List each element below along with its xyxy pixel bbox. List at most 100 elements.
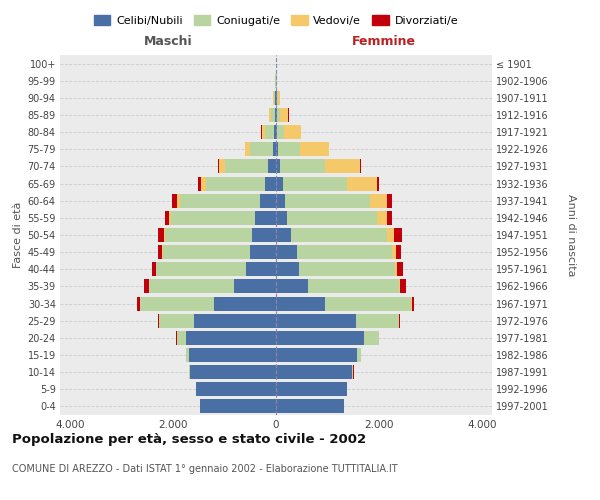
Bar — [137, 296, 140, 310]
Bar — [177, 331, 186, 345]
Bar — [196, 382, 276, 396]
Bar — [273, 91, 274, 105]
Bar — [296, 245, 392, 259]
Bar — [276, 142, 278, 156]
Bar — [386, 228, 394, 242]
Bar — [276, 228, 292, 242]
Text: Femmine: Femmine — [352, 35, 416, 48]
Legend: Celibi/Nubili, Coniugati/e, Vedovi/e, Divorziati/e: Celibi/Nubili, Coniugati/e, Vedovi/e, Di… — [89, 10, 463, 30]
Bar — [370, 194, 386, 207]
Bar — [144, 280, 149, 293]
Bar — [412, 296, 415, 310]
Bar — [268, 160, 276, 173]
Bar — [169, 211, 170, 225]
Bar — [364, 331, 379, 345]
Bar — [250, 142, 273, 156]
Bar — [299, 142, 329, 156]
Bar — [189, 365, 190, 379]
Bar — [276, 400, 344, 413]
Bar — [276, 108, 277, 122]
Bar — [164, 228, 165, 242]
Bar — [392, 245, 395, 259]
Bar — [265, 176, 276, 190]
Bar — [256, 211, 276, 225]
Bar — [188, 348, 276, 362]
Text: COMUNE DI AREZZO - Dati ISTAT 1° gennaio 2002 - Elaborazione TUTTITALIA.IT: COMUNE DI AREZZO - Dati ISTAT 1° gennaio… — [12, 464, 398, 474]
Bar — [194, 314, 276, 328]
Bar — [397, 262, 403, 276]
Bar — [276, 125, 277, 139]
Bar — [276, 245, 296, 259]
Bar — [292, 228, 386, 242]
Bar — [377, 176, 379, 190]
Bar — [278, 91, 280, 105]
Bar — [165, 228, 253, 242]
Bar — [200, 176, 206, 190]
Bar — [274, 125, 276, 139]
Bar — [186, 348, 188, 362]
Bar — [246, 262, 276, 276]
Text: Popolazione per età, sesso e stato civile - 2002: Popolazione per età, sesso e stato civil… — [12, 432, 366, 446]
Bar — [285, 194, 370, 207]
Bar — [262, 125, 265, 139]
Bar — [277, 91, 278, 105]
Bar — [180, 194, 260, 207]
Y-axis label: Fasce di età: Fasce di età — [13, 202, 23, 268]
Bar — [275, 91, 276, 105]
Bar — [276, 194, 285, 207]
Bar — [284, 125, 301, 139]
Bar — [206, 176, 265, 190]
Bar — [170, 211, 256, 225]
Bar — [325, 296, 411, 310]
Bar — [140, 296, 214, 310]
Bar — [152, 262, 156, 276]
Bar — [400, 280, 406, 293]
Bar — [280, 160, 325, 173]
Bar — [283, 176, 347, 190]
Bar — [387, 211, 392, 225]
Bar — [186, 331, 276, 345]
Bar — [276, 280, 308, 293]
Bar — [357, 348, 361, 362]
Bar — [274, 91, 275, 105]
Text: Maschi: Maschi — [143, 35, 193, 48]
Bar — [277, 125, 284, 139]
Bar — [269, 108, 271, 122]
Bar — [394, 228, 402, 242]
Bar — [158, 245, 163, 259]
Bar — [218, 160, 219, 173]
Bar — [199, 176, 200, 190]
Bar — [200, 400, 276, 413]
Bar — [277, 108, 280, 122]
Bar — [276, 262, 299, 276]
Bar — [399, 314, 400, 328]
Bar — [224, 160, 268, 173]
Bar — [325, 160, 360, 173]
Bar — [253, 228, 276, 242]
Bar — [276, 176, 283, 190]
Bar — [276, 211, 287, 225]
Bar — [265, 125, 274, 139]
Bar — [356, 314, 399, 328]
Bar — [395, 262, 397, 276]
Bar — [276, 314, 356, 328]
Bar — [360, 160, 361, 173]
Bar — [276, 382, 347, 396]
Bar — [347, 176, 377, 190]
Bar — [276, 365, 352, 379]
Bar — [172, 194, 177, 207]
Bar — [190, 365, 276, 379]
Bar — [250, 245, 276, 259]
Bar — [395, 245, 401, 259]
Bar — [308, 280, 400, 293]
Bar — [276, 91, 277, 105]
Bar — [149, 280, 234, 293]
Bar — [219, 160, 224, 173]
Bar — [214, 296, 276, 310]
Bar — [276, 348, 357, 362]
Bar — [245, 142, 250, 156]
Bar — [234, 280, 276, 293]
Bar — [159, 314, 194, 328]
Bar — [352, 365, 353, 379]
Y-axis label: Anni di nascita: Anni di nascita — [566, 194, 576, 276]
